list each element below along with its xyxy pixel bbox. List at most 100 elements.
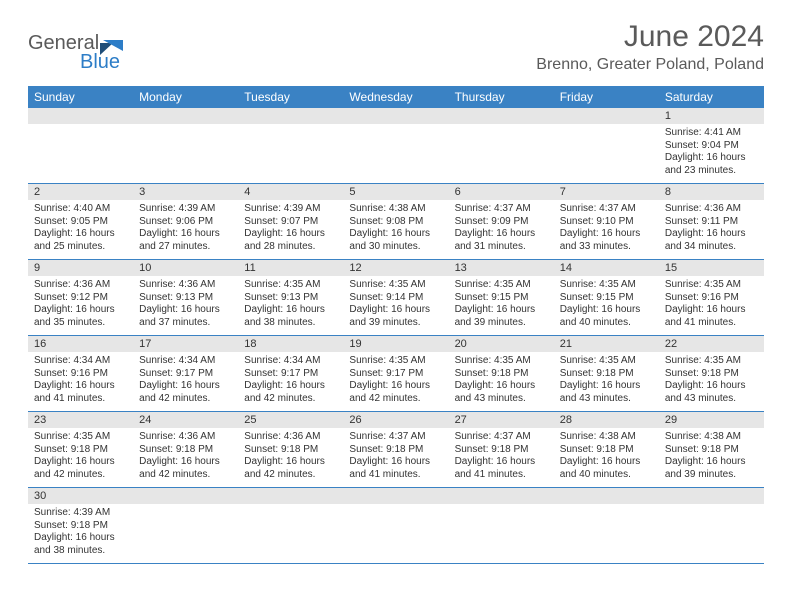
calendar-cell: 18Sunrise: 4:34 AMSunset: 9:17 PMDayligh…	[238, 336, 343, 412]
weekday-header: Thursday	[449, 86, 554, 108]
calendar-cell	[133, 488, 238, 564]
calendar-cell: 20Sunrise: 4:35 AMSunset: 9:18 PMDayligh…	[449, 336, 554, 412]
day-number: 21	[554, 336, 659, 352]
day-number: 25	[238, 412, 343, 428]
daylight-line: Daylight: 16 hours and 38 minutes.	[244, 304, 337, 329]
sunrise-line: Sunrise: 4:36 AM	[244, 431, 337, 444]
day-number: 20	[449, 336, 554, 352]
calendar-cell: 5Sunrise: 4:38 AMSunset: 9:08 PMDaylight…	[343, 184, 448, 260]
calendar-cell: 2Sunrise: 4:40 AMSunset: 9:05 PMDaylight…	[28, 184, 133, 260]
calendar-cell: 27Sunrise: 4:37 AMSunset: 9:18 PMDayligh…	[449, 412, 554, 488]
day-number: 30	[28, 488, 133, 504]
weekday-header: Sunday	[28, 86, 133, 108]
calendar-cell: 3Sunrise: 4:39 AMSunset: 9:06 PMDaylight…	[133, 184, 238, 260]
sunset-line: Sunset: 9:18 PM	[349, 444, 442, 457]
sunset-line: Sunset: 9:11 PM	[665, 216, 758, 229]
day-number	[449, 108, 554, 124]
daylight-line: Daylight: 16 hours and 41 minutes.	[349, 456, 442, 481]
daylight-line: Daylight: 16 hours and 42 minutes.	[139, 456, 232, 481]
day-number: 29	[659, 412, 764, 428]
sunset-line: Sunset: 9:14 PM	[349, 292, 442, 305]
day-body	[133, 504, 238, 558]
daylight-line: Daylight: 16 hours and 40 minutes.	[560, 456, 653, 481]
calendar-cell: 17Sunrise: 4:34 AMSunset: 9:17 PMDayligh…	[133, 336, 238, 412]
daylight-line: Daylight: 16 hours and 39 minutes.	[665, 456, 758, 481]
sunset-line: Sunset: 9:12 PM	[34, 292, 127, 305]
daylight-line: Daylight: 16 hours and 41 minutes.	[455, 456, 548, 481]
sunset-line: Sunset: 9:04 PM	[665, 140, 758, 153]
day-number: 5	[343, 184, 448, 200]
calendar-cell: 28Sunrise: 4:38 AMSunset: 9:18 PMDayligh…	[554, 412, 659, 488]
daylight-line: Daylight: 16 hours and 34 minutes.	[665, 228, 758, 253]
day-body: Sunrise: 4:37 AMSunset: 9:18 PMDaylight:…	[343, 428, 448, 487]
calendar-cell	[659, 488, 764, 564]
weekday-header: Tuesday	[238, 86, 343, 108]
calendar-cell	[449, 108, 554, 184]
sunset-line: Sunset: 9:18 PM	[139, 444, 232, 457]
day-body: Sunrise: 4:35 AMSunset: 9:16 PMDaylight:…	[659, 276, 764, 335]
day-body: Sunrise: 4:36 AMSunset: 9:18 PMDaylight:…	[238, 428, 343, 487]
day-number: 17	[133, 336, 238, 352]
day-body: Sunrise: 4:35 AMSunset: 9:18 PMDaylight:…	[659, 352, 764, 411]
day-body: Sunrise: 4:36 AMSunset: 9:11 PMDaylight:…	[659, 200, 764, 259]
sunrise-line: Sunrise: 4:34 AM	[244, 355, 337, 368]
day-body: Sunrise: 4:34 AMSunset: 9:17 PMDaylight:…	[133, 352, 238, 411]
sunrise-line: Sunrise: 4:35 AM	[349, 279, 442, 292]
sunset-line: Sunset: 9:18 PM	[665, 368, 758, 381]
day-number: 14	[554, 260, 659, 276]
daylight-line: Daylight: 16 hours and 42 minutes.	[34, 456, 127, 481]
calendar-cell	[238, 488, 343, 564]
day-body: Sunrise: 4:39 AMSunset: 9:18 PMDaylight:…	[28, 504, 133, 563]
sunset-line: Sunset: 9:10 PM	[560, 216, 653, 229]
day-body	[133, 124, 238, 178]
sunset-line: Sunset: 9:13 PM	[139, 292, 232, 305]
sunset-line: Sunset: 9:15 PM	[560, 292, 653, 305]
sunrise-line: Sunrise: 4:37 AM	[560, 203, 653, 216]
calendar-cell: 7Sunrise: 4:37 AMSunset: 9:10 PMDaylight…	[554, 184, 659, 260]
sunset-line: Sunset: 9:18 PM	[560, 444, 653, 457]
calendar-cell	[343, 488, 448, 564]
sunrise-line: Sunrise: 4:34 AM	[34, 355, 127, 368]
day-number: 28	[554, 412, 659, 428]
calendar-table: SundayMondayTuesdayWednesdayThursdayFrid…	[28, 86, 764, 564]
day-body: Sunrise: 4:37 AMSunset: 9:10 PMDaylight:…	[554, 200, 659, 259]
calendar-cell	[449, 488, 554, 564]
daylight-line: Daylight: 16 hours and 37 minutes.	[139, 304, 232, 329]
daylight-line: Daylight: 16 hours and 30 minutes.	[349, 228, 442, 253]
day-body: Sunrise: 4:36 AMSunset: 9:18 PMDaylight:…	[133, 428, 238, 487]
day-number: 1	[659, 108, 764, 124]
day-body	[449, 124, 554, 178]
calendar-cell: 4Sunrise: 4:39 AMSunset: 9:07 PMDaylight…	[238, 184, 343, 260]
calendar-cell: 25Sunrise: 4:36 AMSunset: 9:18 PMDayligh…	[238, 412, 343, 488]
day-number: 16	[28, 336, 133, 352]
brand-part2: Blue	[80, 51, 124, 74]
sunrise-line: Sunrise: 4:39 AM	[139, 203, 232, 216]
sunrise-line: Sunrise: 4:36 AM	[34, 279, 127, 292]
calendar-cell: 14Sunrise: 4:35 AMSunset: 9:15 PMDayligh…	[554, 260, 659, 336]
day-number: 24	[133, 412, 238, 428]
day-body: Sunrise: 4:34 AMSunset: 9:16 PMDaylight:…	[28, 352, 133, 411]
day-number	[659, 488, 764, 504]
calendar-cell	[554, 488, 659, 564]
sunset-line: Sunset: 9:18 PM	[665, 444, 758, 457]
weekday-header: Saturday	[659, 86, 764, 108]
sunset-line: Sunset: 9:18 PM	[34, 520, 127, 533]
sunrise-line: Sunrise: 4:34 AM	[139, 355, 232, 368]
sunrise-line: Sunrise: 4:36 AM	[139, 279, 232, 292]
day-number: 8	[659, 184, 764, 200]
calendar-cell: 26Sunrise: 4:37 AMSunset: 9:18 PMDayligh…	[343, 412, 448, 488]
daylight-line: Daylight: 16 hours and 42 minutes.	[244, 456, 337, 481]
sunrise-line: Sunrise: 4:35 AM	[665, 355, 758, 368]
day-body	[238, 124, 343, 178]
sunset-line: Sunset: 9:09 PM	[455, 216, 548, 229]
sunrise-line: Sunrise: 4:36 AM	[139, 431, 232, 444]
calendar-cell	[343, 108, 448, 184]
calendar-cell: 6Sunrise: 4:37 AMSunset: 9:09 PMDaylight…	[449, 184, 554, 260]
daylight-line: Daylight: 16 hours and 38 minutes.	[34, 532, 127, 557]
sunset-line: Sunset: 9:18 PM	[244, 444, 337, 457]
calendar-cell: 16Sunrise: 4:34 AMSunset: 9:16 PMDayligh…	[28, 336, 133, 412]
sunset-line: Sunset: 9:16 PM	[665, 292, 758, 305]
calendar-cell: 21Sunrise: 4:35 AMSunset: 9:18 PMDayligh…	[554, 336, 659, 412]
brand-logo: GeneralBlue	[28, 32, 124, 74]
day-number: 2	[28, 184, 133, 200]
